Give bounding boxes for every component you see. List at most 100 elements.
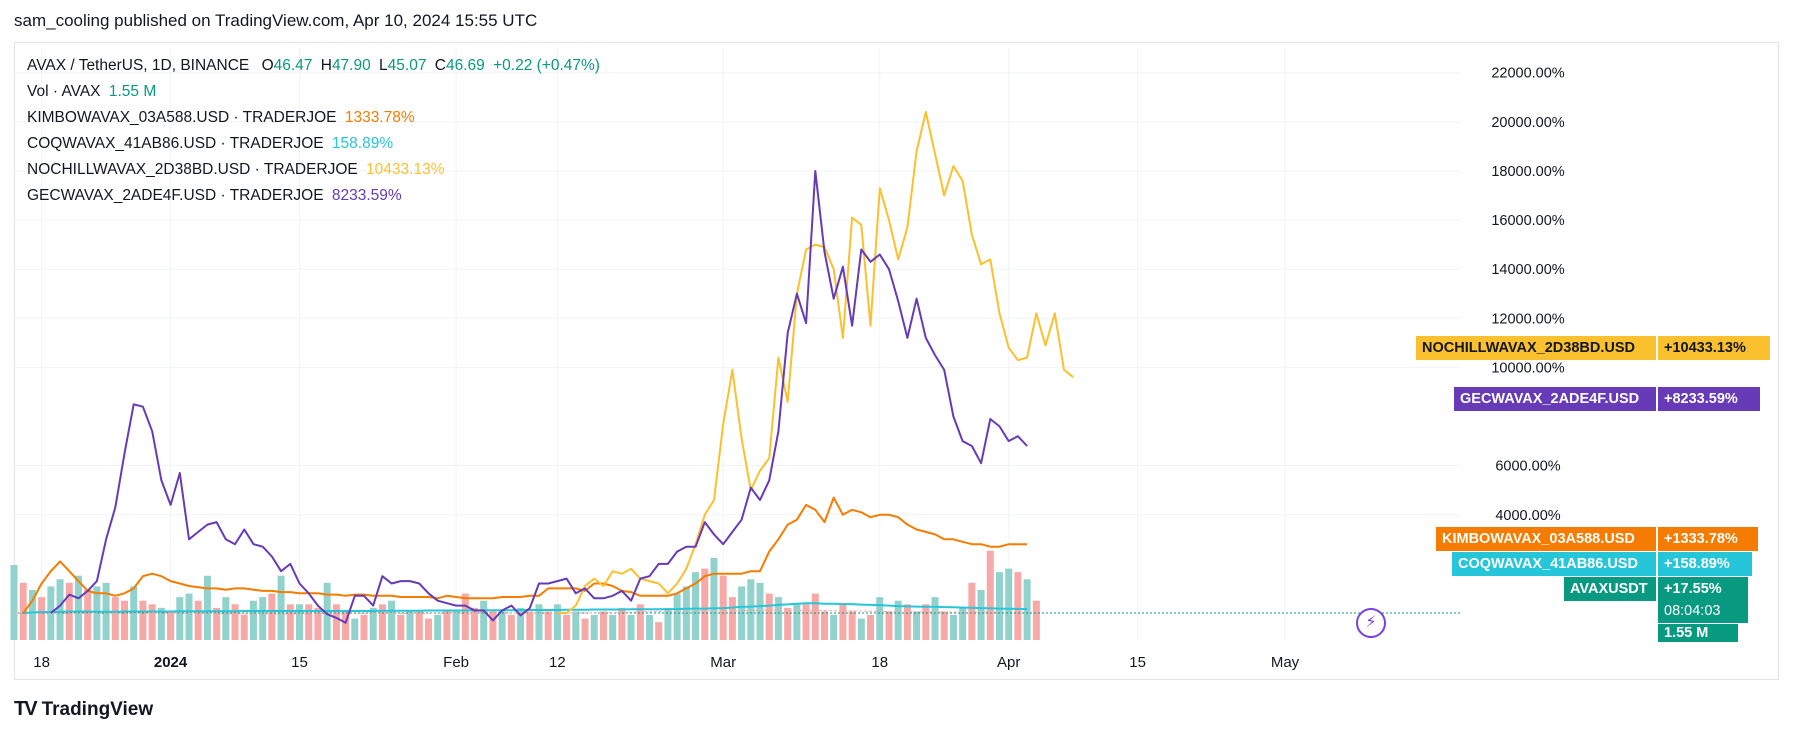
volume-bar bbox=[378, 604, 386, 640]
legend-overlay-coq[interactable]: COQWAVAX_41AB86.USD · TRADERJOE 158.89% bbox=[27, 131, 600, 157]
volume-bar bbox=[609, 615, 617, 640]
volume-bar bbox=[56, 579, 64, 640]
volume-bar bbox=[480, 600, 488, 640]
tag-gec-label[interactable]: GECWAVAX_2ADE4F.USD bbox=[1454, 387, 1656, 411]
volume-bar bbox=[664, 607, 672, 640]
volume-bar bbox=[176, 597, 184, 640]
volume-bar bbox=[452, 611, 460, 640]
volume-bar bbox=[406, 611, 414, 640]
time-axis: 18 2024 15 Feb 12 Mar 18 Apr 15 May bbox=[33, 654, 1299, 671]
volume-bar bbox=[627, 615, 635, 640]
volume-bar bbox=[922, 604, 930, 640]
volume-bar bbox=[443, 611, 451, 640]
volume-bar bbox=[590, 615, 598, 640]
x-tick-label: 12 bbox=[549, 654, 566, 671]
volume-bar bbox=[949, 615, 957, 640]
volume-bar bbox=[581, 618, 589, 640]
tag-nochill-label[interactable]: NOCHILLWAVAX_2D38BD.USD bbox=[1416, 336, 1656, 360]
legend-open-label: O bbox=[261, 57, 274, 74]
price-axis: 22000.00% 20000.00% 18000.00% 16000.00% 1400… bbox=[1491, 66, 1564, 524]
volume-bar bbox=[517, 607, 525, 640]
legend-close-label: C bbox=[434, 57, 446, 74]
volume-bar bbox=[342, 611, 350, 640]
legend-symbol[interactable]: AVAX / TetherUS, 1D, BINANCE bbox=[27, 57, 250, 74]
y-tick-label: 22000.00% bbox=[1491, 66, 1564, 82]
tag-coq-label[interactable]: COQWAVAX_41AB86.USD bbox=[1452, 552, 1656, 576]
volume-bar bbox=[765, 593, 773, 640]
legend-high-label: H bbox=[320, 57, 332, 74]
y-tick-label: 18000.00% bbox=[1491, 164, 1564, 180]
volume-bar bbox=[848, 611, 856, 640]
volume-bar bbox=[148, 604, 156, 640]
volume-bar bbox=[701, 568, 709, 640]
volume-bar bbox=[646, 615, 654, 640]
volume-bar bbox=[959, 607, 967, 640]
volume-bar bbox=[903, 604, 911, 640]
volume-bar bbox=[507, 615, 515, 640]
volume-bar bbox=[867, 615, 875, 640]
volume-bar bbox=[572, 611, 580, 640]
volume-bar bbox=[360, 615, 368, 640]
legend-change: +0.22 (+0.47%) bbox=[493, 57, 600, 74]
volume-bar bbox=[784, 607, 792, 640]
tag-gec-value: +8233.59% bbox=[1658, 387, 1760, 411]
chart-frame[interactable] bbox=[14, 42, 1779, 680]
volume-bar bbox=[977, 590, 985, 640]
volume-bar bbox=[489, 611, 497, 640]
volume-bar bbox=[369, 607, 377, 640]
legend-overlay-kimbo[interactable]: KIMBOWAVAX_03A588.USD · TRADERJOE 1333.7… bbox=[27, 105, 600, 131]
publisher-caption: sam_cooling published on TradingView.com… bbox=[14, 11, 538, 30]
volume-bar bbox=[84, 590, 92, 640]
series-line-nochillwavax bbox=[557, 111, 1074, 614]
volume-bar bbox=[277, 575, 285, 640]
legend-volume-row[interactable]: Vol · AVAX 1.55 M bbox=[27, 79, 600, 105]
volume-bar bbox=[811, 593, 819, 640]
volume-bar bbox=[332, 604, 340, 640]
volume-bar bbox=[231, 604, 239, 640]
lightning-icon[interactable]: ⚡ bbox=[1356, 608, 1386, 638]
volume-bar bbox=[157, 607, 165, 640]
volume-bar bbox=[802, 604, 810, 640]
volume-bar bbox=[111, 597, 119, 640]
volume-bar bbox=[314, 607, 322, 640]
tradingview-logo-text: TradingView bbox=[41, 698, 154, 720]
x-tick-label: 18 bbox=[871, 654, 888, 671]
tradingview-logo-icon: TV bbox=[14, 698, 38, 720]
volume-bar bbox=[10, 565, 18, 640]
x-tick-label: Feb bbox=[443, 654, 469, 671]
volume-bar bbox=[240, 615, 248, 640]
x-tick-label: May bbox=[1271, 654, 1300, 671]
legend-main-row[interactable]: AVAX / TetherUS, 1D, BINANCE O46.47 H47.… bbox=[27, 53, 600, 79]
legend-volume-value: 1.55 M bbox=[108, 83, 157, 100]
legend-overlay-name: NOCHILLWAVAX_2D38BD.USD · TRADERJOE bbox=[27, 161, 358, 178]
tag-avax-label[interactable]: AVAXUSDT bbox=[1564, 577, 1656, 601]
tag-kimbo-label[interactable]: KIMBOWAVAX_03A588.USD bbox=[1436, 527, 1656, 551]
volume-bar bbox=[1014, 572, 1022, 640]
x-tick-label: 15 bbox=[1129, 654, 1146, 671]
volume-bar bbox=[434, 615, 442, 640]
volume-bar bbox=[415, 611, 423, 640]
volume-bar bbox=[167, 611, 175, 640]
volume-bar bbox=[839, 604, 847, 640]
legend-high: 47.90 bbox=[331, 57, 371, 74]
y-tick-label: 16000.00% bbox=[1491, 213, 1564, 229]
volume-bar bbox=[885, 611, 893, 640]
x-tick-label: 15 bbox=[291, 654, 308, 671]
tradingview-logo[interactable]: TV TradingView bbox=[14, 698, 153, 721]
tag-volume-value: 1.55 M bbox=[1658, 624, 1738, 642]
grid-lines bbox=[14, 48, 1460, 640]
x-tick-label: Mar bbox=[710, 654, 736, 671]
volume-bar bbox=[756, 582, 764, 640]
volume-bar bbox=[305, 604, 313, 640]
legend-overlay-name: KIMBOWAVAX_03A588.USD · TRADERJOE bbox=[27, 109, 337, 126]
volume-bar bbox=[213, 607, 221, 640]
tag-kimbo-value: +1333.78% bbox=[1658, 527, 1758, 551]
legend-overlay-nochill[interactable]: NOCHILLWAVAX_2D38BD.USD · TRADERJOE 1043… bbox=[27, 157, 600, 183]
legend-low-label: L bbox=[379, 57, 388, 74]
volume-bar bbox=[535, 604, 543, 640]
legend-overlay-gec[interactable]: GECWAVAX_2ADE4F.USD · TRADERJOE 8233.59% bbox=[27, 183, 600, 209]
volume-bar bbox=[857, 618, 865, 640]
legend-open: 46.47 bbox=[273, 57, 313, 74]
volume-bar bbox=[185, 593, 193, 640]
